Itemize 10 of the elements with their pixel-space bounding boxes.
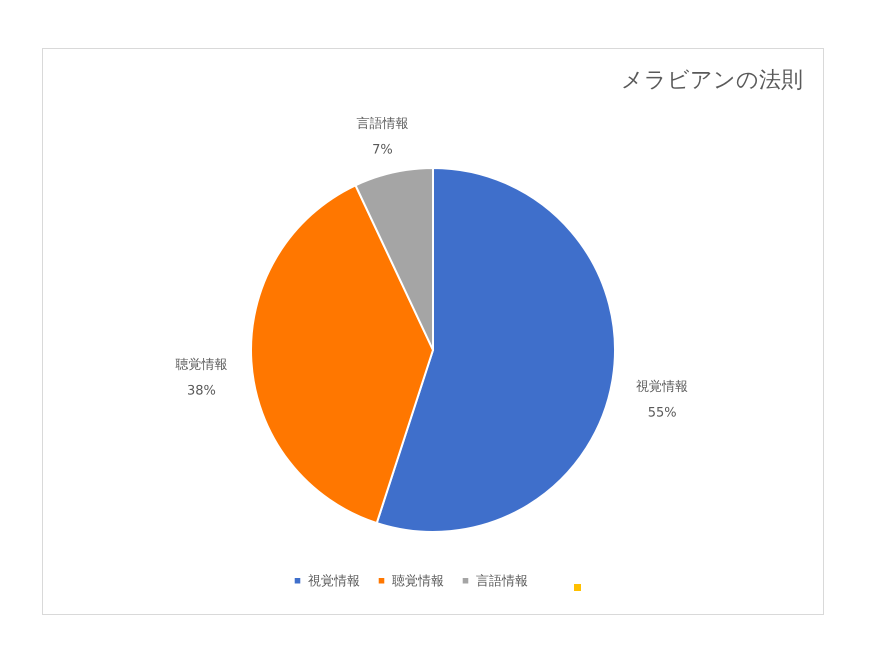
data-label: 7% [372, 142, 393, 158]
slice-label: 視覚情報 [636, 379, 688, 394]
slice-label: 言語情報 [356, 116, 408, 132]
legend-label: 視覚情報 [308, 574, 360, 589]
slice-label: 聴覚情報 [175, 358, 228, 373]
legend-label: 言語情報 [476, 572, 528, 589]
data-label: 55% [648, 405, 677, 420]
data-label: 38% [187, 384, 216, 399]
legend-label: 聴覚情報 [392, 574, 444, 589]
chart-title: メラビアンの法則 [621, 68, 803, 93]
